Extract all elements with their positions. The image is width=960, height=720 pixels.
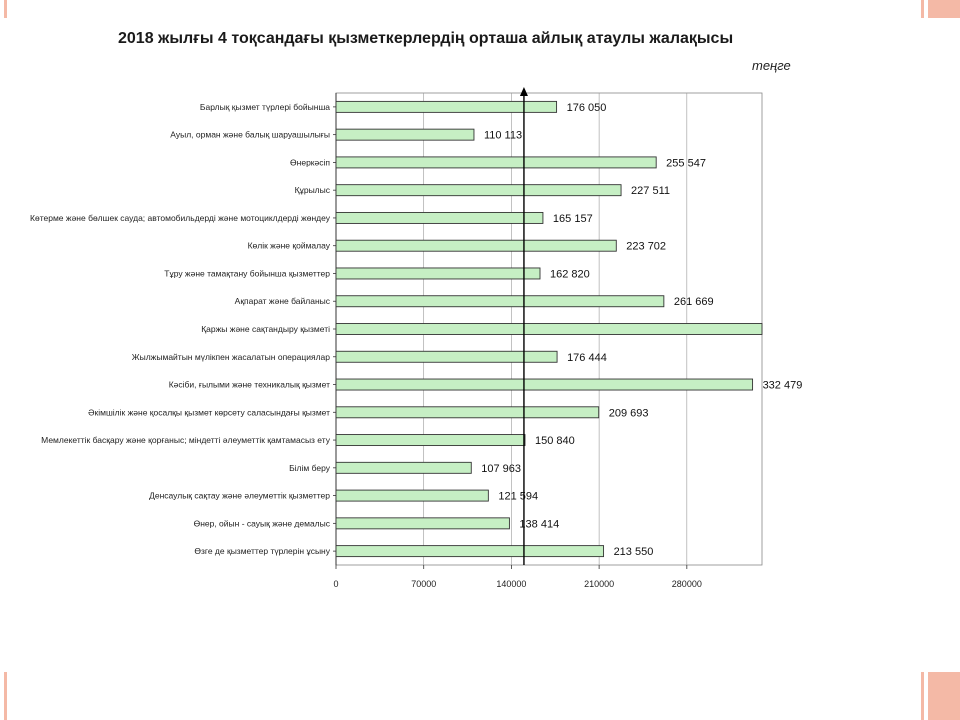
category-label: Кәсіби, ғылыми және техникалық қызмет bbox=[169, 380, 330, 390]
category-label: Мемлекеттік басқару және қорғаныс; мінде… bbox=[41, 435, 331, 445]
data-label: 209 693 bbox=[609, 407, 649, 419]
data-label: 223 702 bbox=[626, 241, 666, 253]
category-label: Құрылыс bbox=[295, 185, 331, 195]
bar bbox=[335, 100, 558, 113]
category-label: Өнеркәсіп bbox=[290, 157, 330, 167]
data-label: 261 669 bbox=[674, 296, 714, 308]
bottom-left-accent bbox=[4, 672, 7, 720]
bar bbox=[335, 434, 526, 447]
bar bbox=[335, 378, 754, 391]
data-label: 121 594 bbox=[498, 491, 538, 503]
category-label: Көлік және қоймалау bbox=[248, 241, 331, 251]
bar bbox=[335, 545, 605, 558]
x-tick-label: 0 bbox=[333, 579, 338, 589]
bar bbox=[335, 267, 541, 280]
category-label: Өзге де қызметтер түрлерін ұсыну bbox=[194, 546, 330, 556]
category-label: Денсаулық сақтау және әлеуметтік қызметт… bbox=[149, 491, 330, 501]
chart-title: 2018 жылғы 4 тоқсандағы қызметкерлердің … bbox=[118, 30, 734, 47]
bar bbox=[335, 489, 489, 502]
bar bbox=[335, 406, 600, 419]
reference-arrow bbox=[519, 87, 528, 96]
bar bbox=[335, 323, 763, 335]
bottom-right-accent-block bbox=[928, 672, 960, 720]
bar bbox=[335, 239, 617, 252]
data-label: 138 414 bbox=[519, 518, 559, 530]
bar bbox=[335, 517, 510, 530]
category-label: Ауыл, орман және балық шаруашылығы bbox=[170, 130, 330, 140]
category-label: Әкімшілік және қосалқы қызмет көрсету са… bbox=[88, 407, 330, 417]
data-label: 255 547 bbox=[666, 157, 706, 169]
category-label: Көтерме және бөлшек сауда; автомобильдер… bbox=[30, 213, 331, 223]
data-label: 176 444 bbox=[567, 352, 607, 364]
x-tick-label: 70000 bbox=[411, 579, 436, 589]
data-label: 165 157 bbox=[553, 213, 593, 225]
unit-label: теңге bbox=[752, 58, 791, 73]
bar bbox=[335, 128, 475, 141]
category-label: Жылжымайтын мүлікпен жасалатын операциял… bbox=[132, 352, 331, 362]
x-tick-label: 280000 bbox=[672, 579, 702, 589]
x-tick-label: 140000 bbox=[496, 579, 526, 589]
x-tick-label: 210000 bbox=[584, 579, 614, 589]
category-label: Тұру және тамақтану бойынша қызметтер bbox=[164, 268, 330, 278]
data-label: 213 550 bbox=[614, 546, 654, 558]
top-right-accent-line bbox=[921, 0, 924, 18]
category-label: Қаржы және сақтандыру қызметі bbox=[201, 324, 330, 334]
data-label: 162 820 bbox=[550, 268, 590, 280]
data-label: 227 511 bbox=[631, 185, 670, 197]
data-label: 332 479 bbox=[763, 380, 803, 392]
top-left-accent bbox=[4, 0, 7, 18]
bar bbox=[335, 156, 657, 169]
bar bbox=[335, 461, 472, 474]
category-label: Өнер, ойын - сауық және демалыс bbox=[194, 518, 331, 528]
bar bbox=[335, 184, 622, 197]
data-label: 107 963 bbox=[481, 463, 521, 475]
top-right-accent-block bbox=[928, 0, 960, 18]
category-label: Ақпарат және байланыс bbox=[235, 296, 331, 306]
data-label: 176 050 bbox=[567, 102, 607, 114]
category-label: Барлық қызмет түрлері бойынша bbox=[200, 102, 330, 112]
data-label: 150 840 bbox=[535, 435, 575, 447]
bar bbox=[335, 211, 544, 224]
data-label: 110 113 bbox=[484, 130, 522, 142]
bar bbox=[335, 295, 665, 308]
bottom-right-accent-line bbox=[921, 672, 924, 720]
category-label: Білім беру bbox=[289, 463, 331, 473]
bar bbox=[335, 350, 558, 363]
